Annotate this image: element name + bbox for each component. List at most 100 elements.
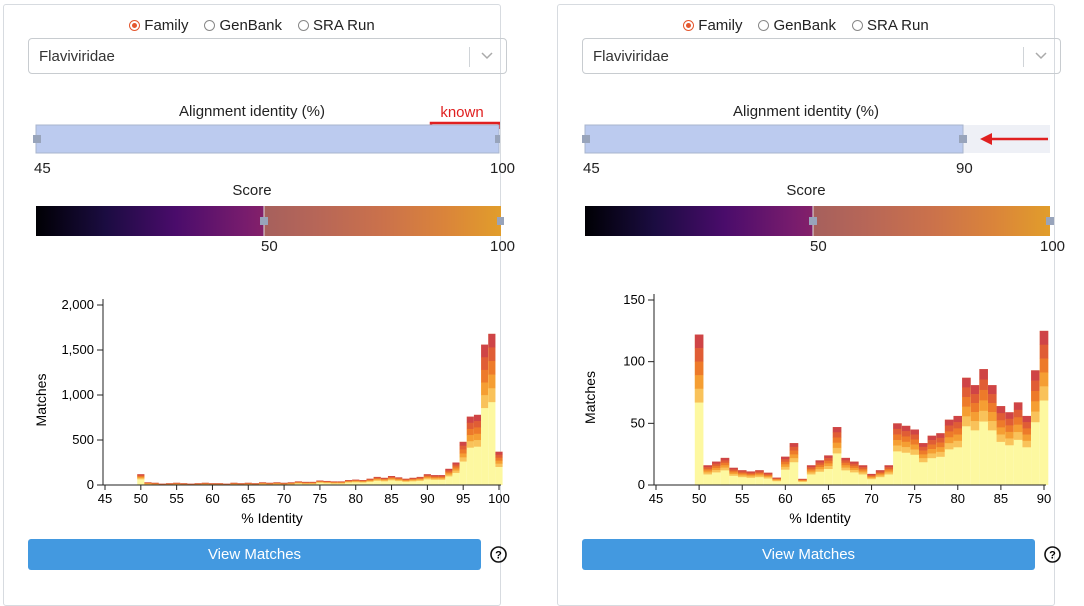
- identity-slider-title: Alignment identity (%): [733, 103, 879, 120]
- histogram-bar: [380, 477, 388, 485]
- histogram-bar: [1005, 412, 1014, 485]
- radio-family-label: Family: [144, 17, 189, 34]
- histogram-bar: [703, 465, 713, 485]
- select-separator: [1023, 47, 1024, 67]
- x-tick-label: 60: [205, 491, 219, 506]
- score-slider-max-handle[interactable]: [497, 217, 504, 225]
- histogram-bar: [481, 344, 489, 485]
- chevron-down-icon[interactable]: [480, 48, 494, 62]
- histogram-bar: [430, 475, 439, 485]
- search-type-radio-group: Family GenBank SRA Run: [558, 17, 1054, 34]
- score-slider-max-handle[interactable]: [1046, 217, 1054, 225]
- histogram-bar: [944, 419, 954, 485]
- search-type-radio-group: Family GenBank SRA Run: [4, 17, 500, 34]
- score-slider-min-handle[interactable]: [260, 217, 268, 225]
- x-tick-label: 45: [649, 491, 663, 506]
- score-max-label: 100: [1040, 238, 1066, 255]
- histogram-bar: [137, 474, 145, 485]
- histogram-bar: [772, 477, 782, 485]
- histogram-bar: [720, 457, 730, 485]
- identity-slider: [582, 124, 1050, 154]
- histogram-bar: [987, 385, 997, 485]
- score-slider-min-handle[interactable]: [809, 217, 817, 225]
- score-slider-title: Score: [232, 182, 272, 199]
- histogram-bar: [359, 480, 367, 485]
- svg-text:?: ?: [495, 550, 502, 562]
- histogram-bar: [409, 477, 417, 485]
- y-axis-label: Matches: [582, 371, 598, 424]
- view-matches-button[interactable]: View Matches: [582, 539, 1035, 570]
- x-tick-label: 75: [907, 491, 921, 506]
- radio-genbank[interactable]: GenBank: [204, 17, 282, 34]
- radio-sra-run-label: SRA Run: [867, 17, 929, 34]
- histogram-bar: [259, 482, 267, 485]
- histogram-bar: [459, 441, 467, 485]
- x-tick-label: 90: [420, 491, 434, 506]
- x-tick-label: 50: [134, 491, 148, 506]
- panel-right: Family GenBank SRA Run Flaviviridae Alig…: [557, 4, 1065, 606]
- panel-left: Family GenBank SRA Run Flaviviridae Alig…: [3, 4, 515, 606]
- histogram-bar: [763, 472, 773, 485]
- histogram-bar: [344, 480, 353, 485]
- histogram-bar: [416, 476, 424, 485]
- radio-sra-run[interactable]: SRA Run: [852, 17, 929, 34]
- histogram-bar: [395, 477, 403, 485]
- radio-family[interactable]: Family: [683, 17, 742, 34]
- histogram-bar: [402, 478, 410, 485]
- histogram-bar: [884, 465, 894, 485]
- score-selected-range: [813, 206, 1050, 236]
- histogram-bar: [737, 470, 747, 485]
- histogram-bar: [452, 462, 460, 485]
- histogram-bar: [144, 482, 152, 485]
- chevron-down-icon[interactable]: [1034, 48, 1048, 62]
- x-tick-label: 70: [277, 491, 291, 506]
- x-tick-label: 85: [994, 491, 1008, 506]
- score-slider: [585, 206, 1054, 236]
- radio-unchecked-icon: [298, 20, 309, 31]
- view-matches-button[interactable]: View Matches: [28, 539, 481, 570]
- histogram-bar: [815, 460, 825, 485]
- radio-unchecked-icon: [852, 20, 863, 31]
- histogram-bar: [841, 457, 850, 485]
- histogram-bar: [867, 473, 876, 485]
- identity-max-label: 100: [490, 160, 516, 177]
- radio-family[interactable]: Family: [129, 17, 188, 34]
- x-tick-label: 80: [348, 491, 362, 506]
- radio-checked-icon: [683, 20, 695, 31]
- radio-genbank[interactable]: GenBank: [758, 17, 836, 34]
- histogram-bar: [1022, 415, 1032, 485]
- histogram-bar: [746, 471, 756, 485]
- histogram-bar: [466, 416, 474, 485]
- score-selected-range: [264, 206, 501, 236]
- identity-max-label: 90: [956, 160, 973, 177]
- histogram-bar: [962, 377, 971, 485]
- identity-slider-min-handle[interactable]: [33, 135, 41, 143]
- histogram-bar: [387, 476, 396, 485]
- histogram-bar: [302, 481, 310, 485]
- histogram-bar: [438, 475, 446, 485]
- question-circle-icon[interactable]: ?: [1044, 546, 1061, 563]
- select-separator: [469, 47, 470, 67]
- histogram-bar: [1039, 330, 1049, 485]
- histogram-bar: [789, 443, 799, 485]
- x-tick-label: 45: [98, 491, 112, 506]
- score-slider: [36, 206, 504, 236]
- y-tick-label: 50: [631, 415, 645, 430]
- histogram-bar: [445, 468, 453, 485]
- histogram-bar: [918, 443, 928, 485]
- family-select[interactable]: Flaviviridae: [28, 38, 507, 74]
- radio-genbank-label: GenBank: [773, 17, 836, 34]
- histogram-bar: [996, 406, 1006, 485]
- radio-sra-run[interactable]: SRA Run: [298, 17, 375, 34]
- identity-slider-min-handle[interactable]: [582, 135, 590, 143]
- y-tick-label: 2,000: [61, 297, 94, 312]
- histogram-bar: [287, 482, 295, 485]
- x-tick-label: 90: [1037, 491, 1051, 506]
- identity-slider-title: Alignment identity (%): [179, 103, 325, 120]
- histogram-bar: [273, 482, 281, 485]
- y-tick-label: 150: [623, 292, 645, 307]
- identity-slider-max-handle[interactable]: [495, 135, 500, 143]
- identity-slider-max-handle[interactable]: [959, 135, 967, 143]
- question-circle-icon[interactable]: ?: [490, 546, 507, 563]
- family-select[interactable]: Flaviviridae: [582, 38, 1061, 74]
